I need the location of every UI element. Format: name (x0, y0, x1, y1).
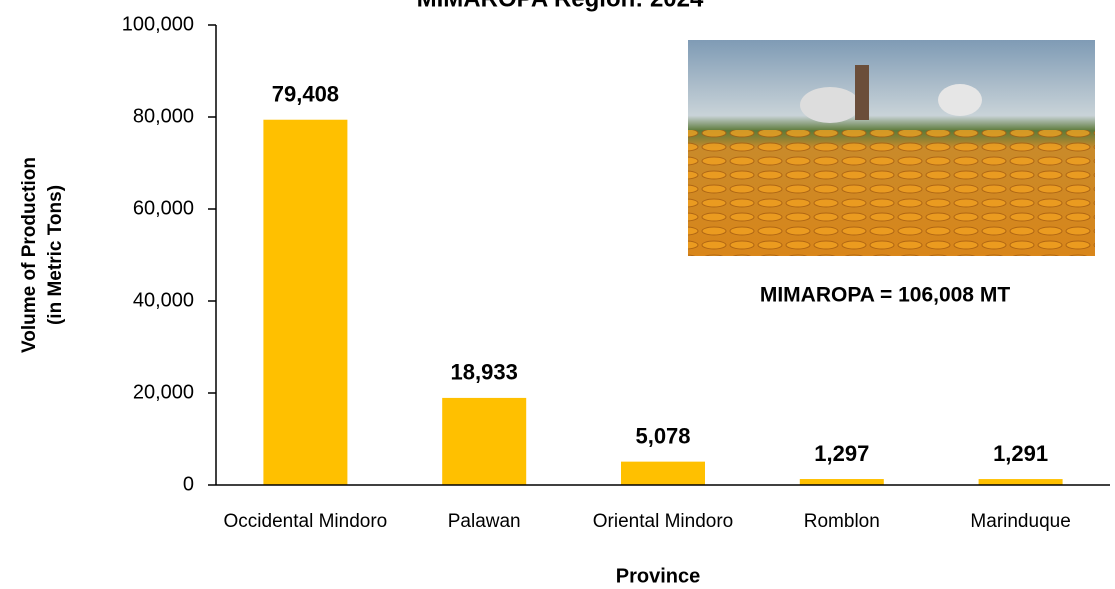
y-tick-label: 0 (183, 473, 194, 495)
y-tick-label: 100,000 (122, 13, 194, 35)
x-tick-label: Occidental Mindoro (223, 511, 388, 532)
bar (442, 397, 527, 485)
data-label: 79,408 (272, 82, 339, 107)
bar (263, 119, 348, 485)
data-label: 5,078 (635, 423, 690, 448)
annotation: MIMAROPA = 106,008 MT (760, 284, 1010, 307)
chart-title: MIMAROPA Region: 2024 (417, 0, 704, 12)
bar (621, 461, 705, 485)
x-tick-label: Romblon (803, 511, 880, 532)
data-label: 1,291 (993, 441, 1048, 466)
bar (978, 479, 1063, 485)
y-tick-label: 80,000 (133, 105, 194, 127)
x-tick-label: Marinduque (970, 511, 1071, 532)
y-tick-label: 60,000 (133, 197, 194, 219)
y-axis-label: Volume of Production (19, 157, 40, 353)
x-tick-label: Palawan (447, 511, 521, 532)
x-axis-label: Province (616, 565, 700, 587)
y-tick-label: 20,000 (133, 381, 194, 403)
x-tick-label: Oriental Mindoro (592, 511, 734, 532)
data-label: 1,297 (814, 441, 869, 466)
y-tick-label: 40,000 (133, 289, 194, 311)
y-axis-label: (in Metric Tons) (45, 185, 66, 325)
data-label: 18,933 (451, 360, 518, 385)
bar (799, 479, 884, 485)
photo (688, 40, 1095, 256)
